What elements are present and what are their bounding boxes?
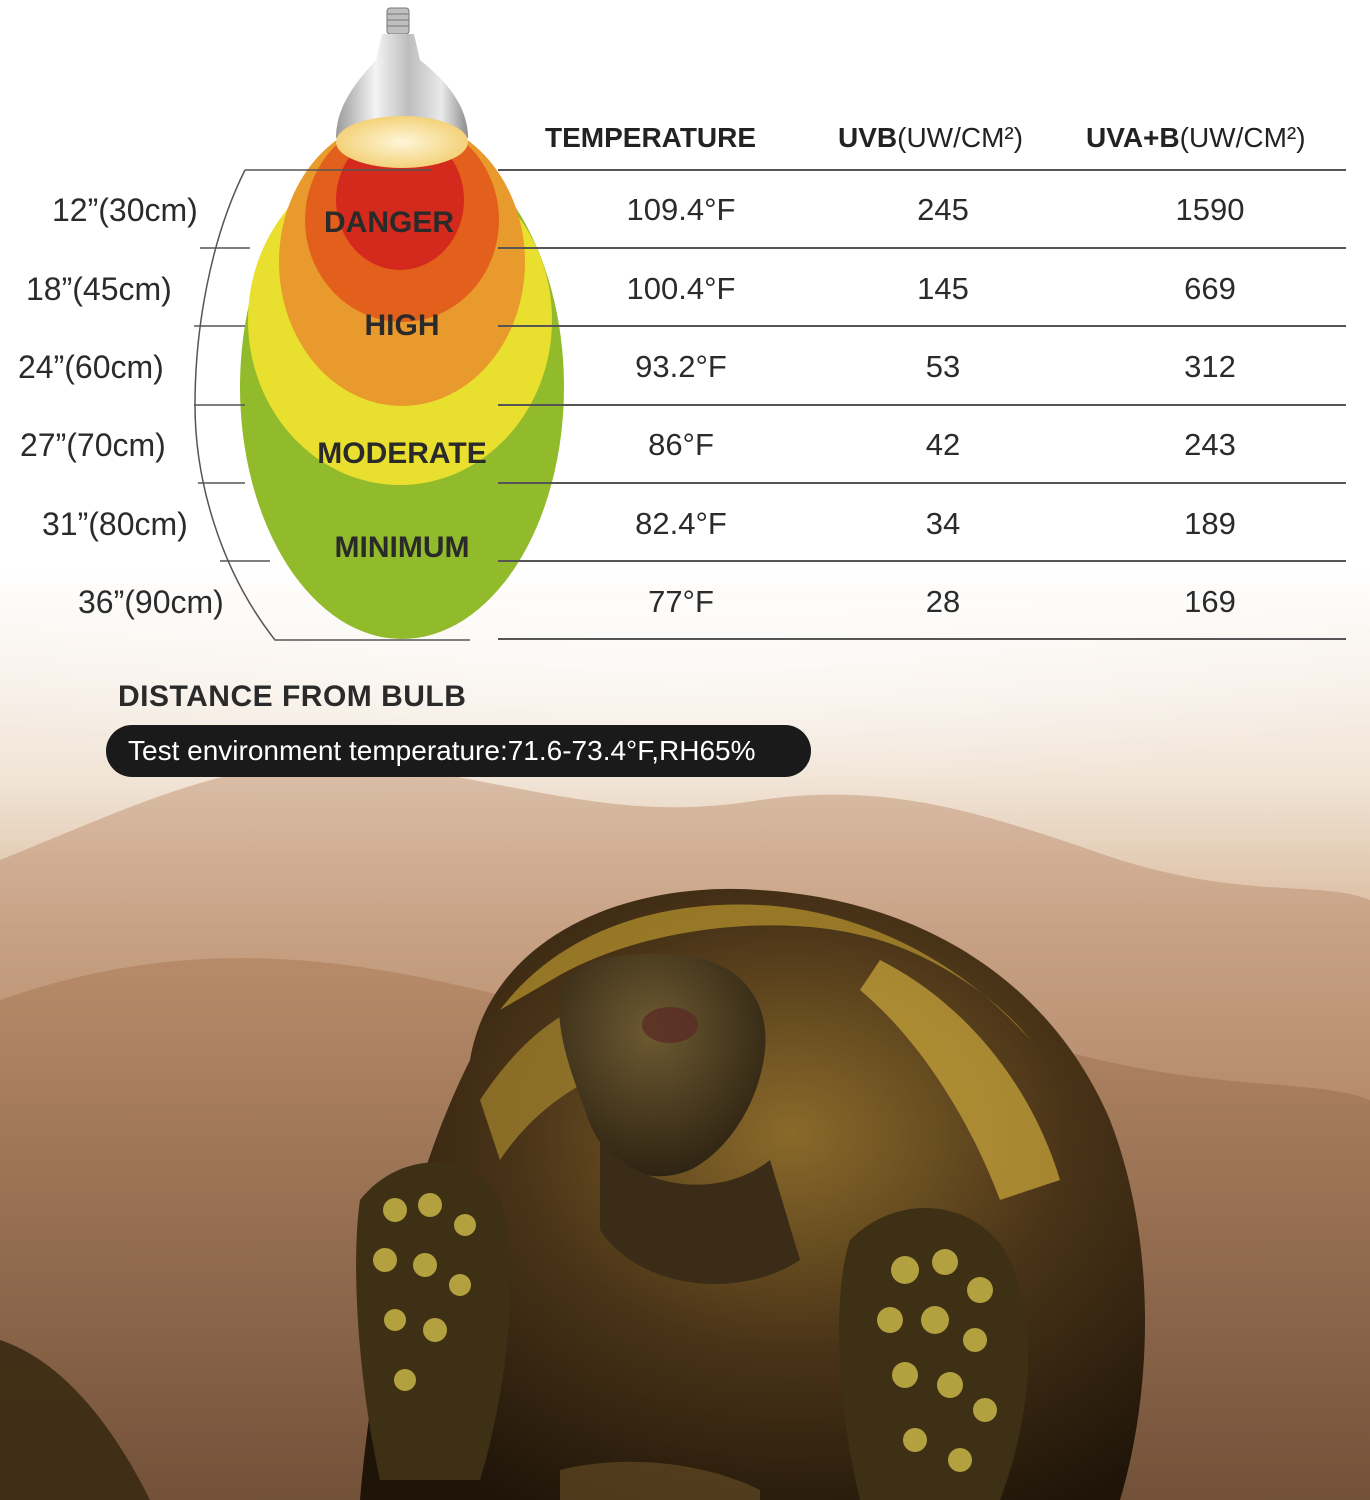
distance-label: 18”(45cm) — [26, 271, 172, 307]
uvb-cell: 34 — [925, 506, 961, 541]
distance-label: 24”(60cm) — [18, 349, 164, 385]
row-divider — [498, 325, 1346, 327]
distance-label: 36”(90cm) — [78, 584, 224, 620]
heat-zone-diagram — [240, 7, 564, 639]
row-divider — [498, 247, 1346, 249]
uvab-cell: 312 — [1184, 349, 1236, 384]
uvab-cell: 189 — [1184, 506, 1236, 541]
bulb-icon — [336, 7, 468, 168]
row-divider — [498, 560, 1346, 562]
uvab-cell: 1590 — [1175, 192, 1245, 227]
temperature-cell: 93.2°F — [635, 349, 727, 384]
temperature-cell: 77°F — [648, 584, 714, 619]
distance-label: 27”(70cm) — [20, 427, 166, 463]
header-temperature: TEMPERATURE — [545, 122, 757, 153]
distance-label: 31”(80cm) — [42, 506, 188, 542]
test-environment-pill: Test environment temperature:71.6-73.4°F… — [106, 725, 811, 777]
uvab-cell: 669 — [1184, 271, 1236, 306]
distance-bracket — [194, 169, 470, 641]
zone-label-danger: DANGER — [323, 206, 454, 239]
row-divider — [498, 169, 1346, 171]
uvb-cell: 53 — [925, 349, 961, 384]
row-divider — [498, 404, 1346, 406]
zone-label-moderate: MODERATE — [317, 437, 487, 470]
distance-label: 12”(30cm) — [52, 192, 198, 228]
uvb-cell: 145 — [917, 271, 969, 306]
header-uvb: UVB(UW/CM²) — [838, 122, 1024, 153]
temperature-cell: 86°F — [648, 427, 714, 462]
header-uvab: UVA+B(UW/CM²) — [1086, 122, 1306, 153]
row-divider — [498, 482, 1346, 484]
test-environment-text: Test environment temperature:71.6-73.4°F… — [128, 735, 756, 766]
uvb-cell: 42 — [925, 427, 961, 462]
temperature-cell: 109.4°F — [626, 192, 736, 227]
zone-label-minimum: MINIMUM — [334, 531, 470, 564]
uvab-cell: 243 — [1184, 427, 1236, 462]
temperature-cell: 100.4°F — [626, 271, 736, 306]
temperature-cell: 82.4°F — [635, 506, 727, 541]
distance-from-bulb-title: DISTANCE FROM BULB — [118, 680, 467, 713]
uvab-cell: 169 — [1184, 584, 1236, 619]
uvb-cell: 28 — [925, 584, 961, 619]
row-divider — [498, 638, 1346, 640]
zone-label-high: HIGH — [364, 309, 440, 342]
uvb-cell: 245 — [917, 192, 969, 227]
